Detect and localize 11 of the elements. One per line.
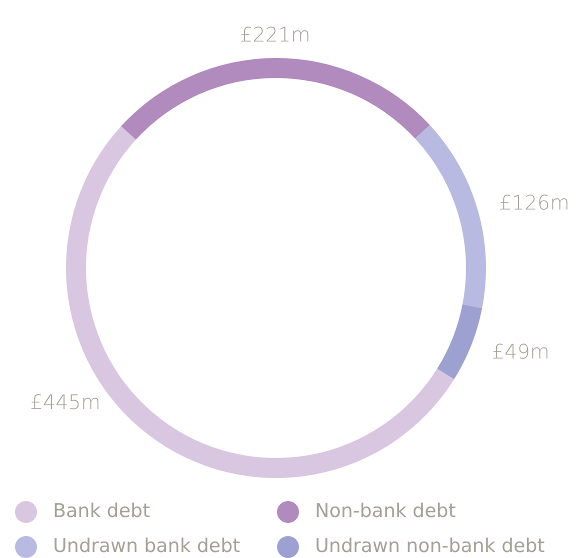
donut-slice <box>415 125 486 308</box>
data-label: £49m <box>492 340 550 364</box>
data-label: £445m <box>30 390 100 414</box>
legend-label: Undrawn bank debt <box>53 535 240 558</box>
data-label: £126m <box>499 190 570 215</box>
legend-label: Undrawn non-bank debt <box>315 535 545 558</box>
data-label: £221m <box>240 22 310 46</box>
donut-slice <box>121 58 430 140</box>
donut-slice <box>437 304 482 380</box>
legend-label: Non-bank debt <box>315 500 456 522</box>
legend-label: Bank debt <box>53 500 150 522</box>
